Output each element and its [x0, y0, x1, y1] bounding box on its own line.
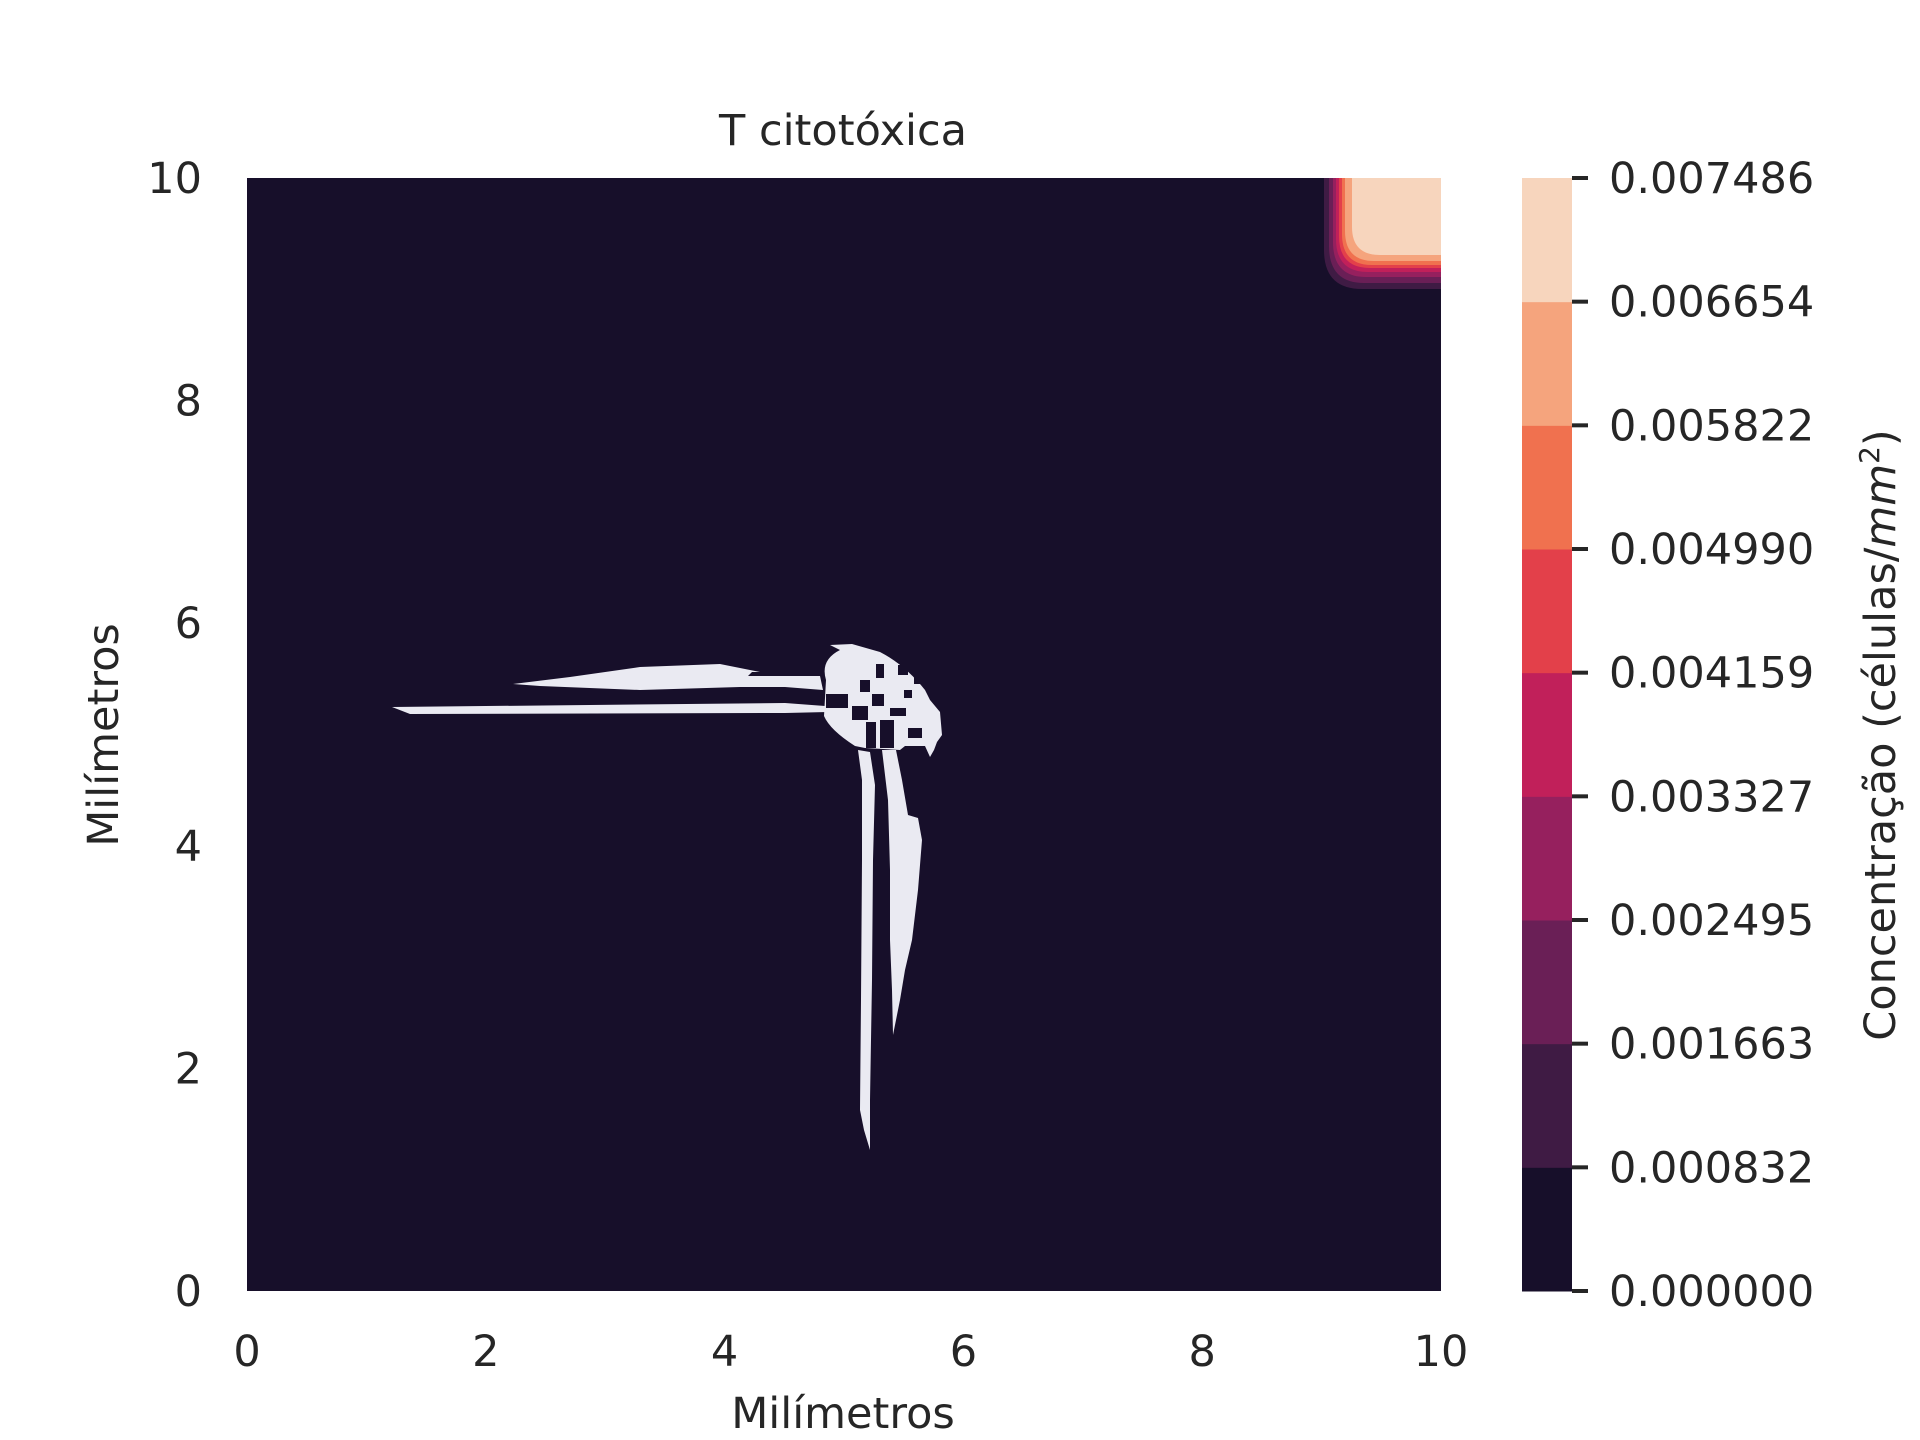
colorbar-tick-label: 0.007486 [1609, 154, 1814, 204]
colorbar-band [1522, 672, 1572, 797]
x-tick-label: 4 [711, 1327, 738, 1377]
junction-detail [826, 664, 922, 748]
x-tick-label: 8 [1189, 1327, 1216, 1377]
checker-cell [872, 694, 884, 706]
checker-cell [866, 722, 876, 748]
y-tick-label: 6 [175, 599, 202, 649]
y-tick-label: 8 [175, 377, 202, 427]
checker-cell [890, 708, 906, 716]
x-tick-label: 0 [233, 1327, 260, 1377]
chart-title: T citotóxica [718, 106, 967, 156]
x-axis: 0 2 4 6 8 10 [233, 1327, 1468, 1377]
colorbar-tick-label: 0.002495 [1609, 896, 1814, 946]
vessel-horizontal-upper [513, 664, 823, 690]
plot-area [247, 178, 1441, 1291]
y-tick-label: 2 [175, 1044, 202, 1094]
checker-cell [852, 706, 868, 720]
colorbar-band [1522, 301, 1572, 426]
colorbar-label-close: ) [1856, 429, 1906, 446]
colorbar-tick-label: 0.000832 [1609, 1143, 1814, 1193]
colorbar-label: Concentração (células/mm2) [1853, 429, 1906, 1040]
checker-cell [904, 690, 912, 698]
colorbar-label-exp: 2 [1853, 446, 1886, 464]
vessel-vertical-left [858, 750, 875, 1150]
colorbar-tick-label: 0.000000 [1609, 1267, 1814, 1317]
checker-cell [908, 728, 922, 738]
colorbar-band [1522, 920, 1572, 1045]
colorbar-label-unit: mm [1856, 464, 1906, 548]
corner-contour-levels [1324, 178, 1441, 289]
colorbar-band [1522, 549, 1572, 674]
colorbar-label-main: Concentração (células/ [1856, 547, 1906, 1041]
colorbar-band [1522, 796, 1572, 921]
vessel-horizontal-lower [392, 703, 828, 714]
colorbar-tick-label: 0.004990 [1609, 525, 1814, 575]
colorbar-tick-label: 0.005822 [1609, 401, 1814, 451]
contour-level-8 [1352, 178, 1441, 255]
y-tick-label: 10 [147, 154, 202, 204]
checker-cell [860, 680, 870, 692]
colorbar-tick-label: 0.003327 [1609, 772, 1814, 822]
colorbar: 0.000000 0.000832 0.001663 0.002495 0.003327… [1522, 154, 1814, 1317]
colorbar-band [1522, 425, 1572, 550]
checker-cell [880, 720, 894, 748]
colorbar-tick-label: 0.006654 [1609, 278, 1814, 328]
x-axis-label: Milímetros [731, 1389, 955, 1439]
vessel-vertical-right [882, 750, 922, 1035]
y-tick-label: 0 [175, 1267, 202, 1317]
x-tick-label: 6 [950, 1327, 977, 1377]
colorbar-band [1522, 1167, 1572, 1292]
x-tick-label: 2 [472, 1327, 499, 1377]
checker-cell [876, 664, 884, 678]
colorbar-band [1522, 1043, 1572, 1168]
checker-cell [826, 694, 848, 708]
checker-cell [914, 676, 922, 684]
colorbar-band [1522, 178, 1572, 303]
colorbar-tick-label: 0.004159 [1609, 649, 1814, 699]
y-axis: 0 2 4 6 8 10 [147, 154, 202, 1317]
y-axis-label: Milímetros [79, 623, 129, 847]
checker-cell [898, 665, 908, 675]
x-tick-label: 10 [1414, 1327, 1469, 1377]
colorbar-tick-label: 0.001663 [1609, 1020, 1814, 1070]
y-tick-label: 4 [175, 822, 202, 872]
